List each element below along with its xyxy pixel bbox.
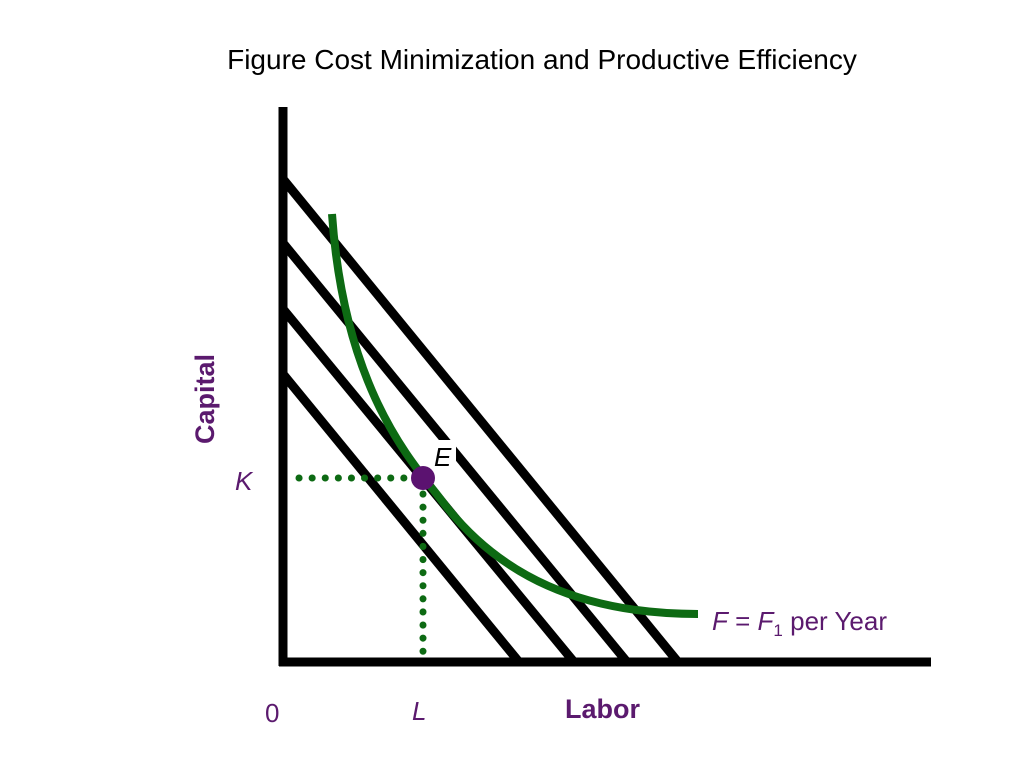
isoquant-label-eq: =: [728, 606, 758, 636]
isoquant-label-sub: 1: [773, 621, 782, 640]
isoquant-curve: [328, 213, 699, 618]
isoquant-label-suffix: per Year: [783, 606, 887, 636]
x-axis-label: Labor: [565, 694, 640, 724]
isocost-lines: [279, 176, 682, 665]
isoquant-label: F = F1 per Year: [712, 606, 887, 640]
isocost-line-1: [279, 371, 523, 665]
point-label-background: [430, 440, 456, 470]
isoquant-label-var: F: [712, 606, 730, 636]
y-axis-label: Capital: [190, 354, 220, 444]
figure-title: Figure Cost Minimization and Productive …: [227, 44, 857, 75]
l-label: L: [412, 696, 426, 726]
k-label: K: [235, 466, 254, 496]
isoquant-label-var2: F: [758, 606, 776, 636]
equilibrium-point: [411, 466, 435, 490]
isocost-line-4: [279, 176, 682, 665]
point-e-label: E: [434, 442, 452, 472]
origin-label: 0: [265, 698, 279, 728]
